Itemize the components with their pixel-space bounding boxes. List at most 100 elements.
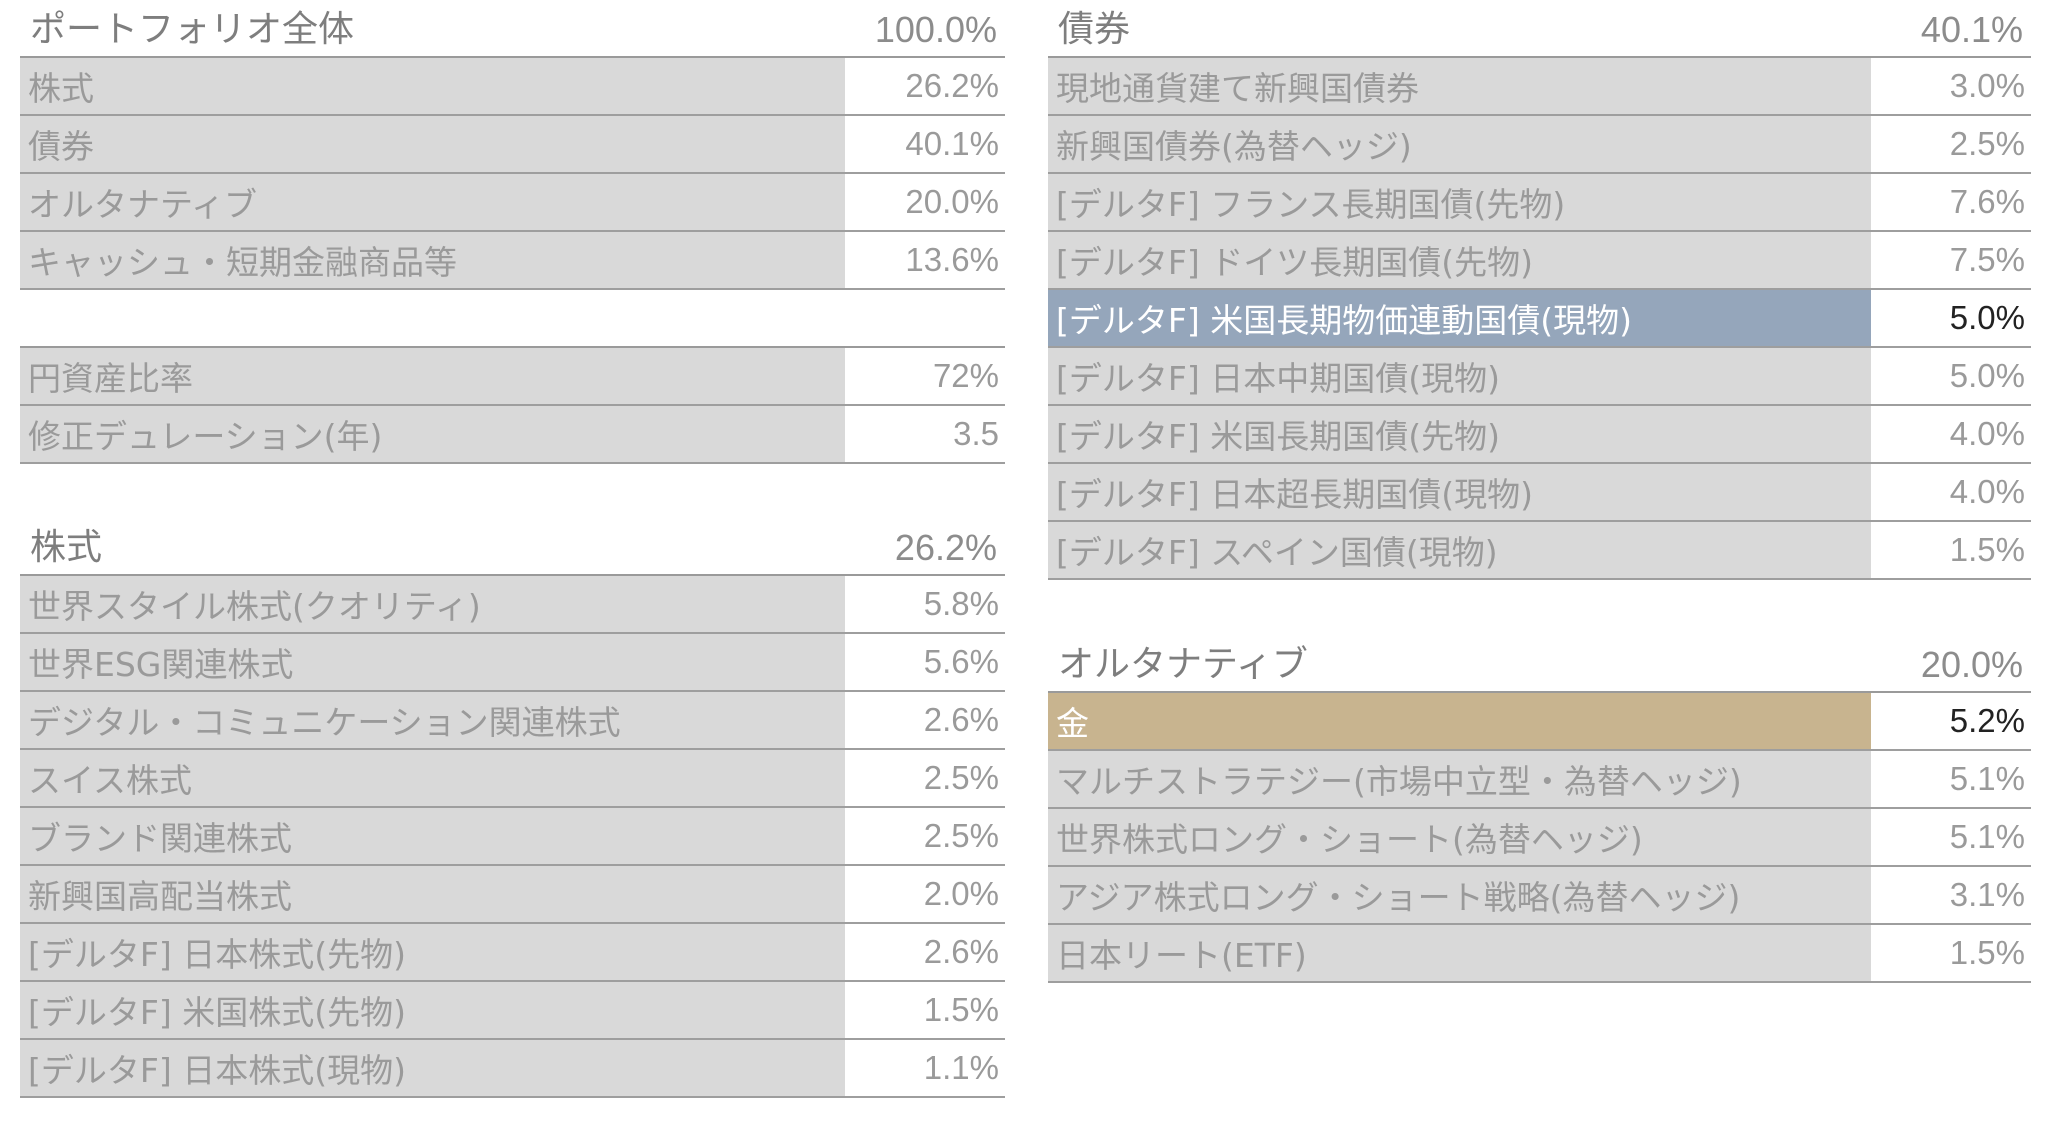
table-row-highlighted: 金 5.2% xyxy=(1048,693,2031,751)
row-value: 4.0% xyxy=(1871,406,2031,462)
table-row: アジア株式ロング・ショート戦略(為替ヘッジ) 3.1% xyxy=(1048,867,2031,925)
row-label: [デルタF] フランス長期国債(先物) xyxy=(1048,174,1871,230)
equity-total: 26.2% xyxy=(894,527,997,568)
row-value: 5.0% xyxy=(1871,348,2031,404)
row-label: 世界ESG関連株式 xyxy=(20,634,845,690)
table-row: 現地通貨建て新興国債券 3.0% xyxy=(1048,58,2031,116)
row-label: 現地通貨建て新興国債券 xyxy=(1048,58,1871,114)
row-label: [デルタF] ドイツ長期国債(先物) xyxy=(1048,232,1871,288)
row-value: 2.5% xyxy=(845,808,1005,864)
row-label: アジア株式ロング・ショート戦略(為替ヘッジ) xyxy=(1048,867,1871,923)
row-value: 2.6% xyxy=(845,692,1005,748)
table-row: [デルタF] 米国株式(先物) 1.5% xyxy=(20,982,1005,1040)
row-value: 2.5% xyxy=(845,750,1005,806)
portfolio-header: ポートフォリオ全体 100.0% xyxy=(20,0,1005,58)
row-label: [デルタF] 米国長期物価連動国債(現物) xyxy=(1048,290,1871,346)
table-row: [デルタF] 米国長期国債(先物) 4.0% xyxy=(1048,406,2031,464)
row-label: [デルタF] 日本株式(先物) xyxy=(20,924,845,980)
table-row: 債券 40.1% xyxy=(20,116,1005,174)
row-label: デジタル・コミュニケーション関連株式 xyxy=(20,692,845,748)
row-label: 世界スタイル株式(クオリティ) xyxy=(20,576,845,632)
bonds-section: 債券 40.1% 現地通貨建て新興国債券 3.0% 新興国債券(為替ヘッジ) 2.5… xyxy=(1048,0,2031,580)
portfolio-title: ポートフォリオ全体 xyxy=(30,9,355,50)
row-value: 40.1% xyxy=(845,116,1005,172)
row-value: 1.5% xyxy=(845,982,1005,1038)
row-label: 日本リート(ETF) xyxy=(1048,925,1871,981)
table-row: 株式 26.2% xyxy=(20,58,1005,116)
table-row: キャッシュ・短期金融商品等 13.6% xyxy=(20,232,1005,290)
table-row: スイス株式 2.5% xyxy=(20,750,1005,808)
portfolio-section: ポートフォリオ全体 100.0% 株式 26.2% 債券 40.1% オルタナティブ… xyxy=(20,0,1005,290)
table-row: オルタナティブ 20.0% xyxy=(20,174,1005,232)
table-row: ブランド関連株式 2.5% xyxy=(20,808,1005,866)
portfolio-total: 100.0% xyxy=(874,9,997,50)
row-value: 5.2% xyxy=(1871,693,2031,749)
alternatives-title: オルタナティブ xyxy=(1058,644,1308,685)
row-label: スイス株式 xyxy=(20,750,845,806)
equity-header: 株式 26.2% xyxy=(20,518,1005,576)
row-value: 2.5% xyxy=(1871,116,2031,172)
table-row: [デルタF] 日本株式(先物) 2.6% xyxy=(20,924,1005,982)
row-label: キャッシュ・短期金融商品等 xyxy=(20,232,845,288)
row-value: 2.6% xyxy=(845,924,1005,980)
row-label: 株式 xyxy=(20,58,845,114)
row-label: オルタナティブ xyxy=(20,174,845,230)
bonds-total: 40.1% xyxy=(1920,9,2023,50)
row-value: 72% xyxy=(845,348,1005,404)
row-label: [デルタF] スペイン国債(現物) xyxy=(1048,522,1871,578)
table-row: [デルタF] スペイン国債(現物) 1.5% xyxy=(1048,522,2031,580)
table-row: [デルタF] ドイツ長期国債(先物) 7.5% xyxy=(1048,232,2031,290)
table-row: 日本リート(ETF) 1.5% xyxy=(1048,925,2031,983)
bonds-title: 債券 xyxy=(1058,9,1131,50)
table-row: 修正デュレーション(年) 3.5 xyxy=(20,406,1005,464)
row-value: 7.5% xyxy=(1871,232,2031,288)
row-label: 債券 xyxy=(20,116,845,172)
row-label: [デルタF] 米国長期国債(先物) xyxy=(1048,406,1871,462)
table-row: 新興国債券(為替ヘッジ) 2.5% xyxy=(1048,116,2031,174)
alternatives-total: 20.0% xyxy=(1920,644,2023,685)
table-row: 世界株式ロング・ショート(為替ヘッジ) 5.1% xyxy=(1048,809,2031,867)
row-value: 7.6% xyxy=(1871,174,2031,230)
table-row-highlighted: [デルタF] 米国長期物価連動国債(現物) 5.0% xyxy=(1048,290,2031,348)
row-value: 3.5 xyxy=(845,406,1005,462)
row-value: 5.1% xyxy=(1871,751,2031,807)
row-value: 5.8% xyxy=(845,576,1005,632)
table-row: 新興国高配当株式 2.0% xyxy=(20,866,1005,924)
row-value: 4.0% xyxy=(1871,464,2031,520)
row-label: マルチストラテジー(市場中立型・為替ヘッジ) xyxy=(1048,751,1871,807)
row-label: [デルタF] 日本超長期国債(現物) xyxy=(1048,464,1871,520)
row-value: 5.6% xyxy=(845,634,1005,690)
table-row: [デルタF] 日本中期国債(現物) 5.0% xyxy=(1048,348,2031,406)
row-label: 修正デュレーション(年) xyxy=(20,406,845,462)
row-label: ブランド関連株式 xyxy=(20,808,845,864)
table-row: 世界スタイル株式(クオリティ) 5.8% xyxy=(20,576,1005,634)
row-value: 5.1% xyxy=(1871,809,2031,865)
alternatives-section: オルタナティブ 20.0% 金 5.2% マルチストラテジー(市場中立型・為替ヘッ… xyxy=(1048,635,2031,983)
row-value: 5.0% xyxy=(1871,290,2031,346)
equity-title: 株式 xyxy=(30,527,103,568)
table-row: [デルタF] 日本株式(現物) 1.1% xyxy=(20,1040,1005,1098)
equity-section: 株式 26.2% 世界スタイル株式(クオリティ) 5.8% 世界ESG関連株式 5.… xyxy=(20,518,1005,1098)
row-label: [デルタF] 日本中期国債(現物) xyxy=(1048,348,1871,404)
alternatives-header: オルタナティブ 20.0% xyxy=(1048,635,2031,693)
bonds-header: 債券 40.1% xyxy=(1048,0,2031,58)
row-label: 新興国高配当株式 xyxy=(20,866,845,922)
table-row: デジタル・コミュニケーション関連株式 2.6% xyxy=(20,692,1005,750)
row-value: 1.1% xyxy=(845,1040,1005,1096)
row-value: 26.2% xyxy=(845,58,1005,114)
row-value: 3.0% xyxy=(1871,58,2031,114)
table-row: 円資産比率 72% xyxy=(20,348,1005,406)
table-row: マルチストラテジー(市場中立型・為替ヘッジ) 5.1% xyxy=(1048,751,2031,809)
row-value: 13.6% xyxy=(845,232,1005,288)
table-row: 世界ESG関連株式 5.6% xyxy=(20,634,1005,692)
row-value: 20.0% xyxy=(845,174,1005,230)
metrics-section: 円資産比率 72% 修正デュレーション(年) 3.5 xyxy=(20,346,1005,464)
row-label: 世界株式ロング・ショート(為替ヘッジ) xyxy=(1048,809,1871,865)
row-label: [デルタF] 米国株式(先物) xyxy=(20,982,845,1038)
row-value: 2.0% xyxy=(845,866,1005,922)
row-value: 3.1% xyxy=(1871,867,2031,923)
row-value: 1.5% xyxy=(1871,925,2031,981)
row-label: 新興国債券(為替ヘッジ) xyxy=(1048,116,1871,172)
row-label: 金 xyxy=(1048,693,1871,749)
row-label: 円資産比率 xyxy=(20,348,845,404)
